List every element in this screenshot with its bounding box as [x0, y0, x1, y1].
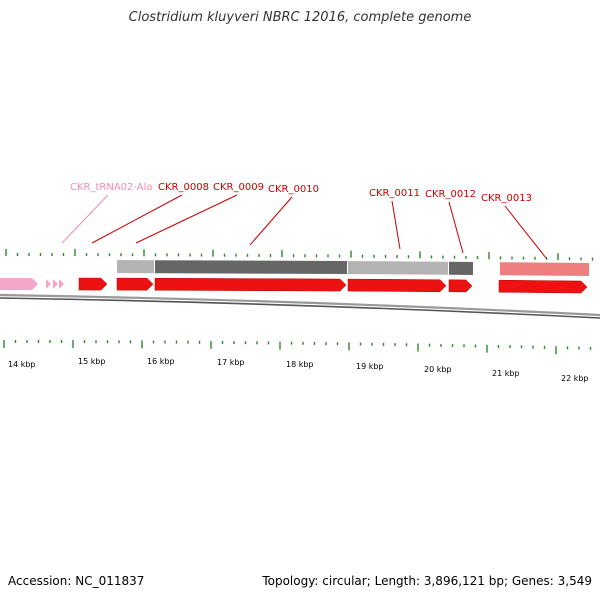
top-tick-track: [5, 249, 594, 261]
gene-label-ckr_trna02-ala: CKR_tRNA02-Ala: [70, 182, 153, 193]
gene-label-ckr_0012: CKR_0012: [425, 189, 476, 200]
length-value: 3,896,121 bp: [423, 574, 504, 588]
trna-feature: [46, 279, 51, 289]
kbp-label: 22 kbp: [561, 374, 589, 383]
trna-feature: [0, 278, 38, 290]
backbone-line: [0, 293, 600, 317]
backbone-shadow: [0, 297, 600, 319]
genes-value: 3,549: [557, 574, 592, 588]
length-label: Length:: [374, 574, 421, 588]
leader-line: [91, 194, 183, 244]
leader-line: [504, 205, 547, 259]
leader-line: [61, 194, 109, 244]
genes-label: Genes:: [511, 574, 554, 588]
accession-value: NC_011837: [75, 574, 145, 588]
conservation-bar: [449, 261, 473, 275]
kbp-label: 15 kbp: [78, 357, 106, 366]
conservation-bar: [348, 261, 448, 275]
cds-feature: [498, 279, 588, 294]
gene-label-ckr_0010: CKR_0010: [268, 184, 319, 195]
accession-label: Accession:: [8, 574, 72, 588]
kbp-label: 21 kbp: [492, 369, 520, 378]
kbp-label: 20 kbp: [424, 365, 452, 374]
genome-backbone: [0, 293, 600, 319]
accession-info: Accession: NC_011837: [8, 574, 144, 588]
cds-feature: [347, 278, 447, 293]
topology-value: circular: [322, 574, 367, 588]
label-leader-lines: [61, 194, 547, 259]
leader-line: [249, 196, 293, 246]
leader-line: [391, 200, 401, 250]
feature-track: [0, 277, 588, 294]
cds-feature: [448, 279, 473, 293]
conservation-bar: [500, 262, 589, 277]
cds-feature: [78, 277, 108, 291]
leader-line: [135, 194, 238, 244]
kbp-label: 18 kbp: [286, 360, 314, 369]
gene-label-ckr_0009: CKR_0009: [213, 182, 264, 193]
trna-feature: [53, 279, 58, 289]
cds-feature: [116, 277, 154, 291]
genome-stats: Topology: circular; Length: 3,896,121 bp…: [262, 574, 592, 588]
kbp-label: 16 kbp: [147, 357, 175, 366]
conservation-bar: [117, 260, 154, 274]
map-title: Clostridium kluyveri NBRC 12016, complet…: [128, 10, 472, 25]
leader-line: [448, 201, 464, 254]
bottom-tick-track: [3, 340, 592, 355]
kbp-label: 19 kbp: [356, 362, 384, 371]
gene-label-ckr_0011: CKR_0011: [369, 188, 420, 199]
topology-label: Topology:: [262, 574, 319, 588]
gene-label-ckr_0013: CKR_0013: [481, 193, 532, 204]
cds-feature: [154, 277, 347, 292]
kbp-label: 17 kbp: [217, 358, 245, 367]
conservation-bar: [155, 260, 347, 275]
trna-feature: [59, 279, 64, 289]
kbp-label: 14 kbp: [8, 360, 36, 369]
conservation-track: [117, 260, 589, 277]
gene-label-ckr_0008: CKR_0008: [158, 182, 209, 193]
kbp-scale-labels: 14 kbp 15 kbp 16 kbp 17 kbp 18 kbp 19 kbp 20 k…: [8, 357, 589, 383]
gene-labels: CKR_tRNA02-Ala CKR_0008 CKR_0009 CKR_0010 CK…: [70, 182, 532, 204]
